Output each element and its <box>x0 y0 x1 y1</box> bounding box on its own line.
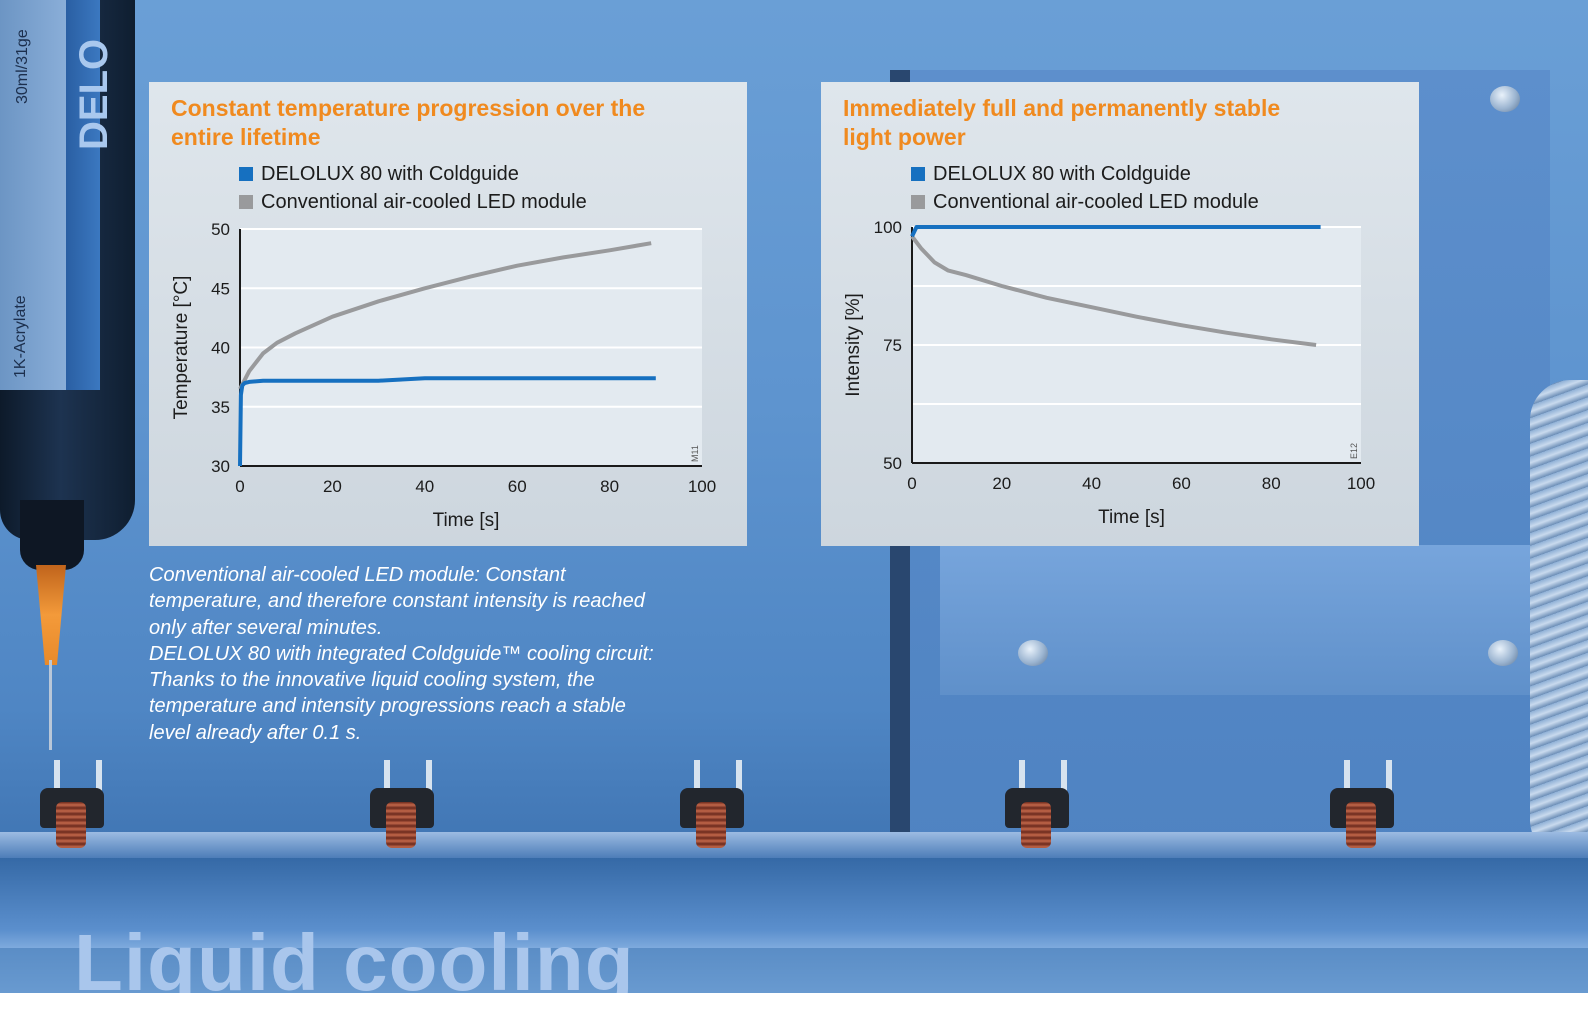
series-line-conventional <box>238 241 652 390</box>
figure-code-label: E12 <box>1349 443 1359 459</box>
coil-spring <box>1530 380 1588 860</box>
legend-swatch-gray <box>911 195 925 209</box>
electronic-component <box>40 760 104 855</box>
intensity-chart: 50 75 100 0 20 40 60 80 100 Time [s] Intensity [%]… <box>843 218 1375 528</box>
chart-title: Immediately full and permanently stable … <box>843 95 1281 150</box>
x-tick-label: 100 <box>1347 474 1375 493</box>
legend-swatch-blue <box>239 167 253 181</box>
screw-icon <box>1018 640 1048 666</box>
legend-label: Conventional air-cooled LED module <box>261 190 587 213</box>
legend-item-delolux: DELOLUX 80 with Coldguide <box>911 160 1259 188</box>
x-axis-title: Time [s] <box>1098 507 1165 528</box>
figure-code-label: M11 <box>690 445 700 462</box>
caption-line: DELOLUX 80 with integrated Coldguide™ co… <box>149 642 654 665</box>
caption-line: level already after 0.1 s. <box>149 721 362 744</box>
caption-line: Conventional air-cooled LED module: Cons… <box>149 564 566 586</box>
x-tick-label: 60 <box>1172 474 1191 493</box>
series-line-delolux <box>238 376 656 467</box>
syringe-material-text: 1K-Acrylate <box>12 295 29 378</box>
legend-item-conventional: Conventional air-cooled LED module <box>239 188 587 216</box>
legend-label: Conventional air-cooled LED module <box>933 190 1259 213</box>
screw-icon <box>1490 86 1520 112</box>
conveyor-face <box>0 858 1588 948</box>
x-tick-label: 80 <box>1262 474 1281 493</box>
y-tick-label: 50 <box>211 220 230 239</box>
chart-legend: DELOLUX 80 with Coldguide Conventional a… <box>239 160 587 216</box>
x-tick-label: 40 <box>1082 474 1101 493</box>
y-axis-title: Temperature [°C] <box>171 276 192 420</box>
electronic-component <box>1005 760 1069 855</box>
series-line-delolux <box>910 225 1321 238</box>
electronic-component <box>680 760 744 855</box>
syringe-neck <box>20 500 84 570</box>
bottom-strip <box>0 993 1588 1011</box>
x-tick-label: 20 <box>992 474 1011 493</box>
syringe-brand-text: DELO <box>72 38 116 150</box>
x-tick-label: 100 <box>688 477 716 496</box>
caption-line: temperature and intensity progressions r… <box>149 695 626 718</box>
electronic-component <box>370 760 434 855</box>
y-tick-label: 50 <box>883 454 902 473</box>
legend-item-delolux: DELOLUX 80 with Coldguide <box>239 160 587 188</box>
legend-label: DELOLUX 80 with Coldguide <box>261 162 519 185</box>
intensity-chart-panel: Immediately full and permanently stable … <box>821 82 1419 546</box>
syringe-label <box>0 0 66 390</box>
conveyor-rail <box>0 832 1588 858</box>
caption-line: only after several minutes. <box>149 616 383 639</box>
y-tick-label: 75 <box>883 336 902 355</box>
screw-icon <box>1488 640 1518 666</box>
y-tick-label: 40 <box>211 339 230 358</box>
x-tick-label: 20 <box>323 477 342 496</box>
needle <box>49 660 52 750</box>
page-heading: Liquid cooling <box>74 918 635 1007</box>
y-axis-title: Intensity [%] <box>843 293 864 397</box>
x-tick-label: 0 <box>907 474 916 493</box>
chart-title: Constant temperature progression over th… <box>171 95 646 150</box>
syringe-stripe <box>66 0 100 390</box>
y-tick-label: 100 <box>874 218 902 237</box>
temperature-chart: 30 35 40 45 50 0 20 40 60 80 100 Time [s] Temperatur… <box>171 220 716 531</box>
x-tick-label: 60 <box>508 477 527 496</box>
legend-swatch-blue <box>911 167 925 181</box>
x-tick-label: 80 <box>600 477 619 496</box>
x-tick-label: 40 <box>415 477 434 496</box>
x-axis-title: Time [s] <box>433 510 500 531</box>
legend-label: DELOLUX 80 with Coldguide <box>933 162 1191 185</box>
machine-plate <box>940 545 1560 695</box>
series-line-conventional <box>910 235 1317 347</box>
x-tick-label: 0 <box>235 477 244 496</box>
chart-caption: Conventional air-cooled LED module: Cons… <box>149 562 709 746</box>
y-tick-label: 45 <box>211 279 230 298</box>
chart-legend: DELOLUX 80 with Coldguide Conventional a… <box>911 160 1259 216</box>
caption-line: Thanks to the innovative liquid cooling … <box>149 669 595 692</box>
electronic-component <box>1330 760 1394 855</box>
legend-swatch-gray <box>239 195 253 209</box>
y-tick-label: 35 <box>211 398 230 417</box>
y-tick-label: 30 <box>211 457 230 476</box>
caption-line: temperature, and therefore constant inte… <box>149 590 645 613</box>
legend-item-conventional: Conventional air-cooled LED module <box>911 188 1259 216</box>
temperature-chart-panel: Constant temperature progression over th… <box>149 82 747 546</box>
needle-hub <box>36 565 66 665</box>
syringe-volume-text: 30ml/31ge <box>14 29 31 104</box>
